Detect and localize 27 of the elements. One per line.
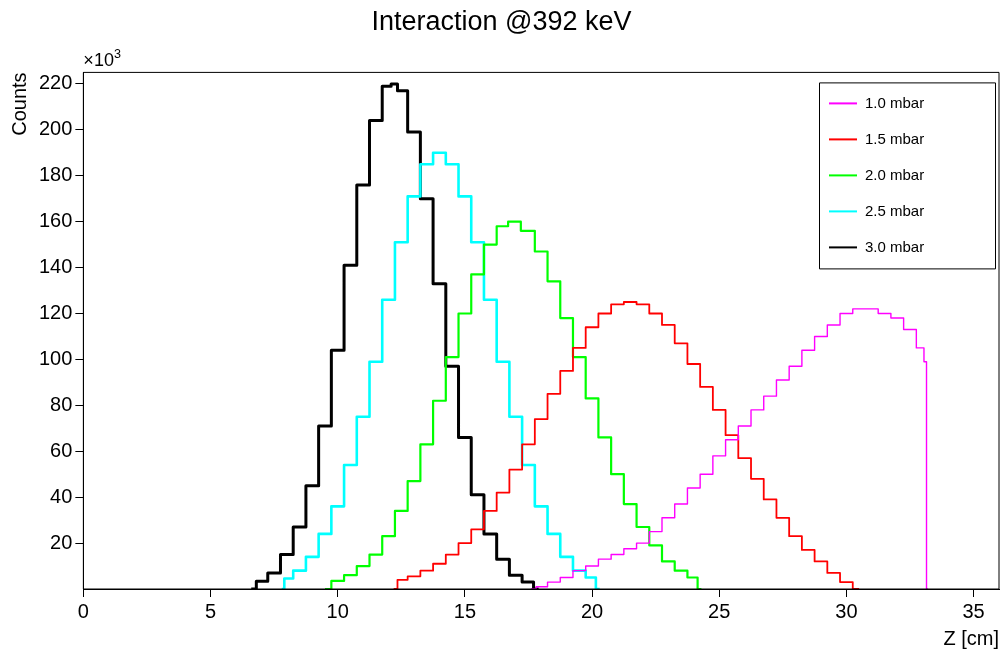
- legend-label: 3.0 mbar: [865, 237, 925, 255]
- x-tick-label: 5: [204, 599, 217, 622]
- x-tick-label: 10: [326, 599, 349, 622]
- x-tick-label: 30: [835, 599, 858, 622]
- x-tick-label: 0: [77, 599, 89, 622]
- y-tick-label: 200: [38, 117, 73, 140]
- x-tick-label: 35: [962, 599, 985, 622]
- x-tick-label: 25: [708, 599, 731, 622]
- x-axis-title: Z [cm]: [943, 626, 999, 649]
- y-tick-label: 60: [50, 438, 73, 461]
- y-tick-label: 220: [38, 71, 73, 94]
- legend-label: 2.5 mbar: [865, 201, 925, 219]
- y-tick-label: 40: [50, 484, 73, 507]
- y-tick-label: 80: [50, 392, 73, 415]
- legend-label: 2.0 mbar: [865, 165, 925, 183]
- y-tick-label: 140: [38, 255, 73, 278]
- y-tick-label: 100: [38, 346, 73, 369]
- y-tick-label: 120: [38, 301, 73, 323]
- y-tick-label: 20: [50, 530, 73, 553]
- chart-title: Interaction @392 keV: [371, 5, 632, 36]
- y-tick-label: 180: [38, 163, 73, 186]
- y-axis-title: Counts: [7, 72, 30, 136]
- y-tick-label: 160: [38, 209, 73, 232]
- x-tick-label: 15: [453, 599, 477, 622]
- legend-label: 1.5 mbar: [865, 129, 925, 147]
- x-tick-label: 20: [580, 599, 604, 622]
- legend-label: 1.0 mbar: [865, 93, 925, 111]
